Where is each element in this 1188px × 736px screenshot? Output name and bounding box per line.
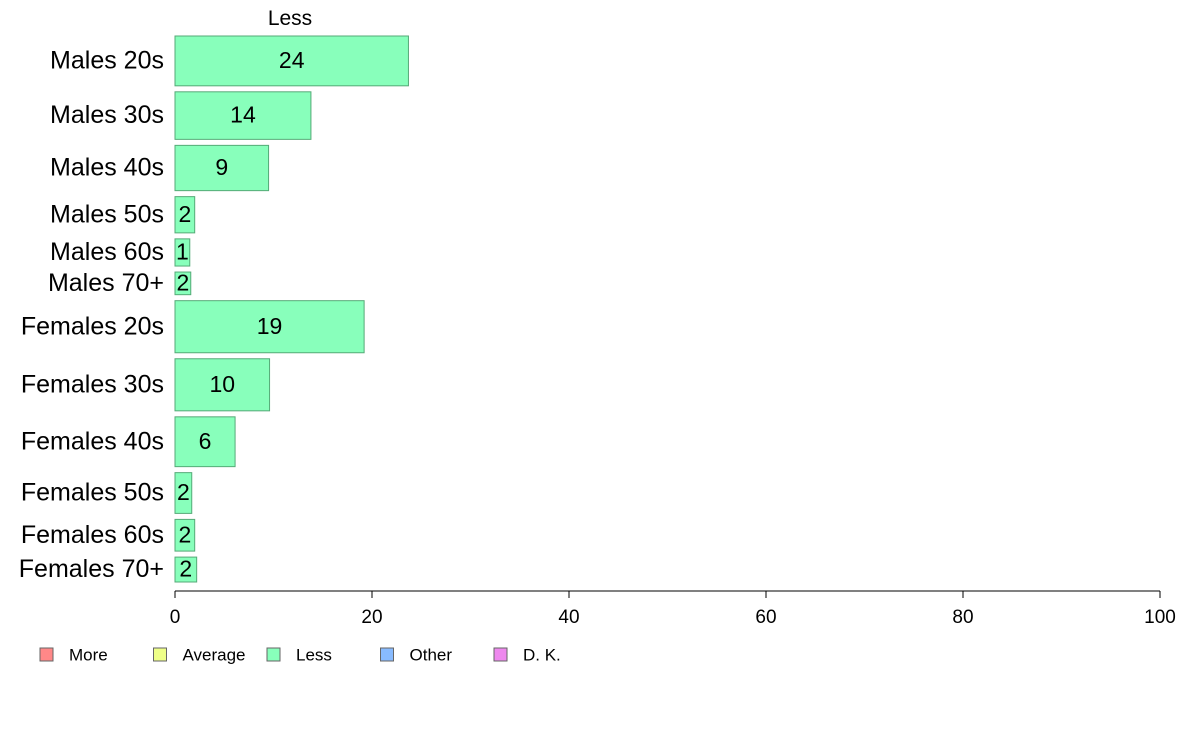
category-label: Females 50s bbox=[21, 479, 164, 507]
legend-label: Less bbox=[296, 645, 332, 664]
bar bbox=[174, 35, 409, 87]
category-label: Females 40s bbox=[21, 427, 164, 455]
bar-value-label: 2 bbox=[178, 521, 191, 547]
bar bbox=[174, 238, 191, 267]
legend-swatch bbox=[266, 647, 281, 662]
category-label: Males 40s bbox=[50, 154, 164, 182]
legend-label: Average bbox=[183, 645, 246, 664]
bar bbox=[174, 271, 192, 296]
x-tick-label: 100 bbox=[1144, 607, 1176, 628]
legend-swatch bbox=[153, 647, 167, 662]
bar-value-label: 2 bbox=[176, 269, 189, 295]
category-label: Males 50s bbox=[50, 200, 164, 228]
legend-swatch bbox=[493, 647, 508, 662]
bar-value-label: 2 bbox=[179, 556, 192, 582]
category-label: Females 60s bbox=[21, 521, 164, 549]
bar-value-label: 9 bbox=[215, 154, 228, 180]
category-labels: Males 20s Males 30s Males 40s Males 50s Male… bbox=[19, 47, 164, 584]
category-label: Females 20s bbox=[21, 312, 164, 340]
bar-value-label: 24 bbox=[279, 47, 305, 73]
legend-label: D. K. bbox=[523, 645, 561, 664]
legend-swatch bbox=[380, 647, 394, 662]
category-label: Males 30s bbox=[50, 101, 164, 129]
legend-label: Other bbox=[410, 645, 453, 664]
category-label: Females 70+ bbox=[19, 555, 164, 583]
category-label: Males 60s bbox=[50, 238, 164, 266]
bar bbox=[174, 300, 365, 354]
bar-value-label: 14 bbox=[230, 102, 256, 128]
bar-value-label: 6 bbox=[199, 428, 212, 454]
bar bbox=[174, 556, 198, 583]
bar bbox=[174, 196, 196, 234]
category-label: Females 30s bbox=[21, 370, 164, 398]
legend: More Average Less Other D. K. bbox=[39, 645, 561, 664]
x-tick-label: 0 bbox=[170, 607, 181, 628]
bar bbox=[174, 518, 196, 552]
bar-value-label: 19 bbox=[257, 313, 283, 339]
bar bbox=[174, 91, 312, 140]
bar-value-label: 10 bbox=[209, 371, 235, 397]
category-label: Males 20s bbox=[50, 47, 164, 75]
legend-swatch bbox=[39, 647, 54, 662]
bar-value-label: 1 bbox=[176, 239, 189, 265]
x-tick-label: 20 bbox=[361, 607, 382, 628]
bar-value-label: 2 bbox=[178, 201, 191, 227]
legend-label: More bbox=[69, 645, 108, 664]
bar bbox=[174, 144, 270, 192]
category-label: Males 70+ bbox=[48, 269, 164, 297]
bar bbox=[174, 358, 271, 412]
x-tick-label: 60 bbox=[755, 607, 776, 628]
bar-value-label: 2 bbox=[177, 479, 190, 505]
bar bbox=[174, 416, 236, 468]
x-axis: 0 20 40 60 80 100 bbox=[170, 590, 1176, 628]
bar bbox=[174, 472, 193, 514]
x-tick-label: 80 bbox=[952, 607, 973, 628]
panel-title: Less bbox=[268, 7, 312, 30]
x-tick-label: 40 bbox=[558, 607, 579, 628]
